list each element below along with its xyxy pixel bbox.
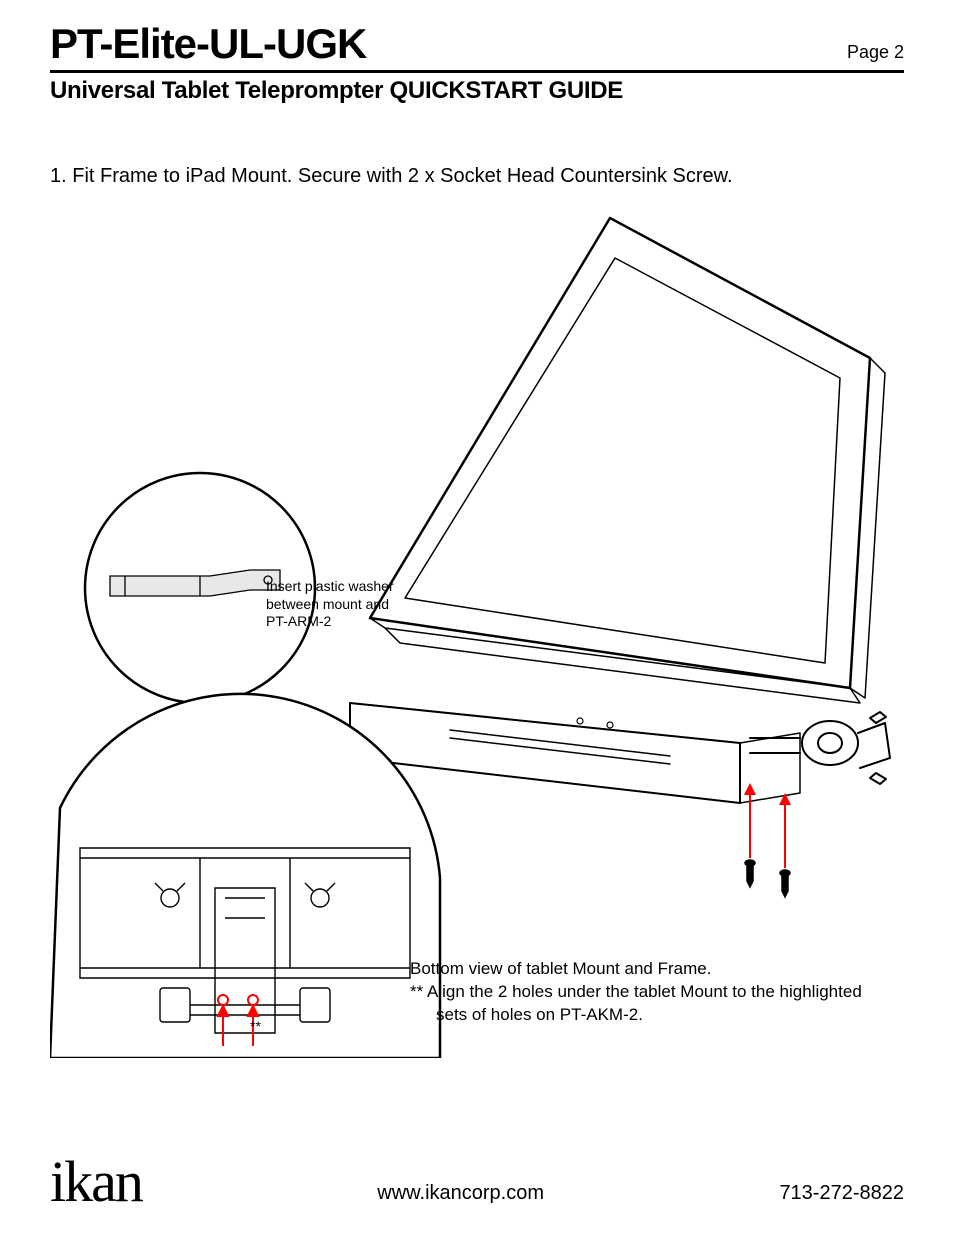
bottom-view-caption: Bottom view of tablet Mount and Frame. *… <box>410 958 930 1027</box>
caption-line2b: sets of holes on PT-AKM-2. <box>410 1004 930 1027</box>
footer-url: www.ikancorp.com <box>142 1182 780 1205</box>
main-drawing-svg <box>50 198 910 1058</box>
caption-line1: Bottom view of tablet Mount and Frame. <box>410 958 930 981</box>
callout-line3: PT-ARM-2 <box>266 613 416 631</box>
subtitle-bold: QUICKSTART GUIDE <box>390 77 623 104</box>
page-number: Page 2 <box>847 42 904 63</box>
screw-arrows <box>744 783 791 897</box>
step-1-text: 1. Fit Frame to iPad Mount. Secure with … <box>50 165 904 188</box>
callout-line2: between mount and <box>266 596 416 614</box>
subtitle-plain: Universal Tablet Teleprompter <box>50 77 390 104</box>
brand-logo: ikan <box>50 1159 142 1205</box>
callout-line1: Insert plastic washer <box>266 578 416 596</box>
footer-phone: 713-272-8822 <box>779 1182 904 1205</box>
caption-line2a: ** Align the 2 holes under the tablet Mo… <box>410 981 930 1004</box>
subtitle: Universal Tablet Teleprompter QUICKSTART… <box>50 77 904 105</box>
washer-callout-text: Insert plastic washer between mount and … <box>266 578 416 631</box>
footer: ikan www.ikancorp.com 713-272-8822 <box>50 1159 904 1205</box>
bottom-view-inset <box>50 694 440 1058</box>
header: PT-Elite-UL-UGK Page 2 <box>50 20 904 73</box>
assembly-diagram: Insert plastic washer between mount and … <box>50 198 904 1018</box>
double-asterisk-marker: ** <box>250 1018 261 1034</box>
product-code: PT-Elite-UL-UGK <box>50 20 366 68</box>
